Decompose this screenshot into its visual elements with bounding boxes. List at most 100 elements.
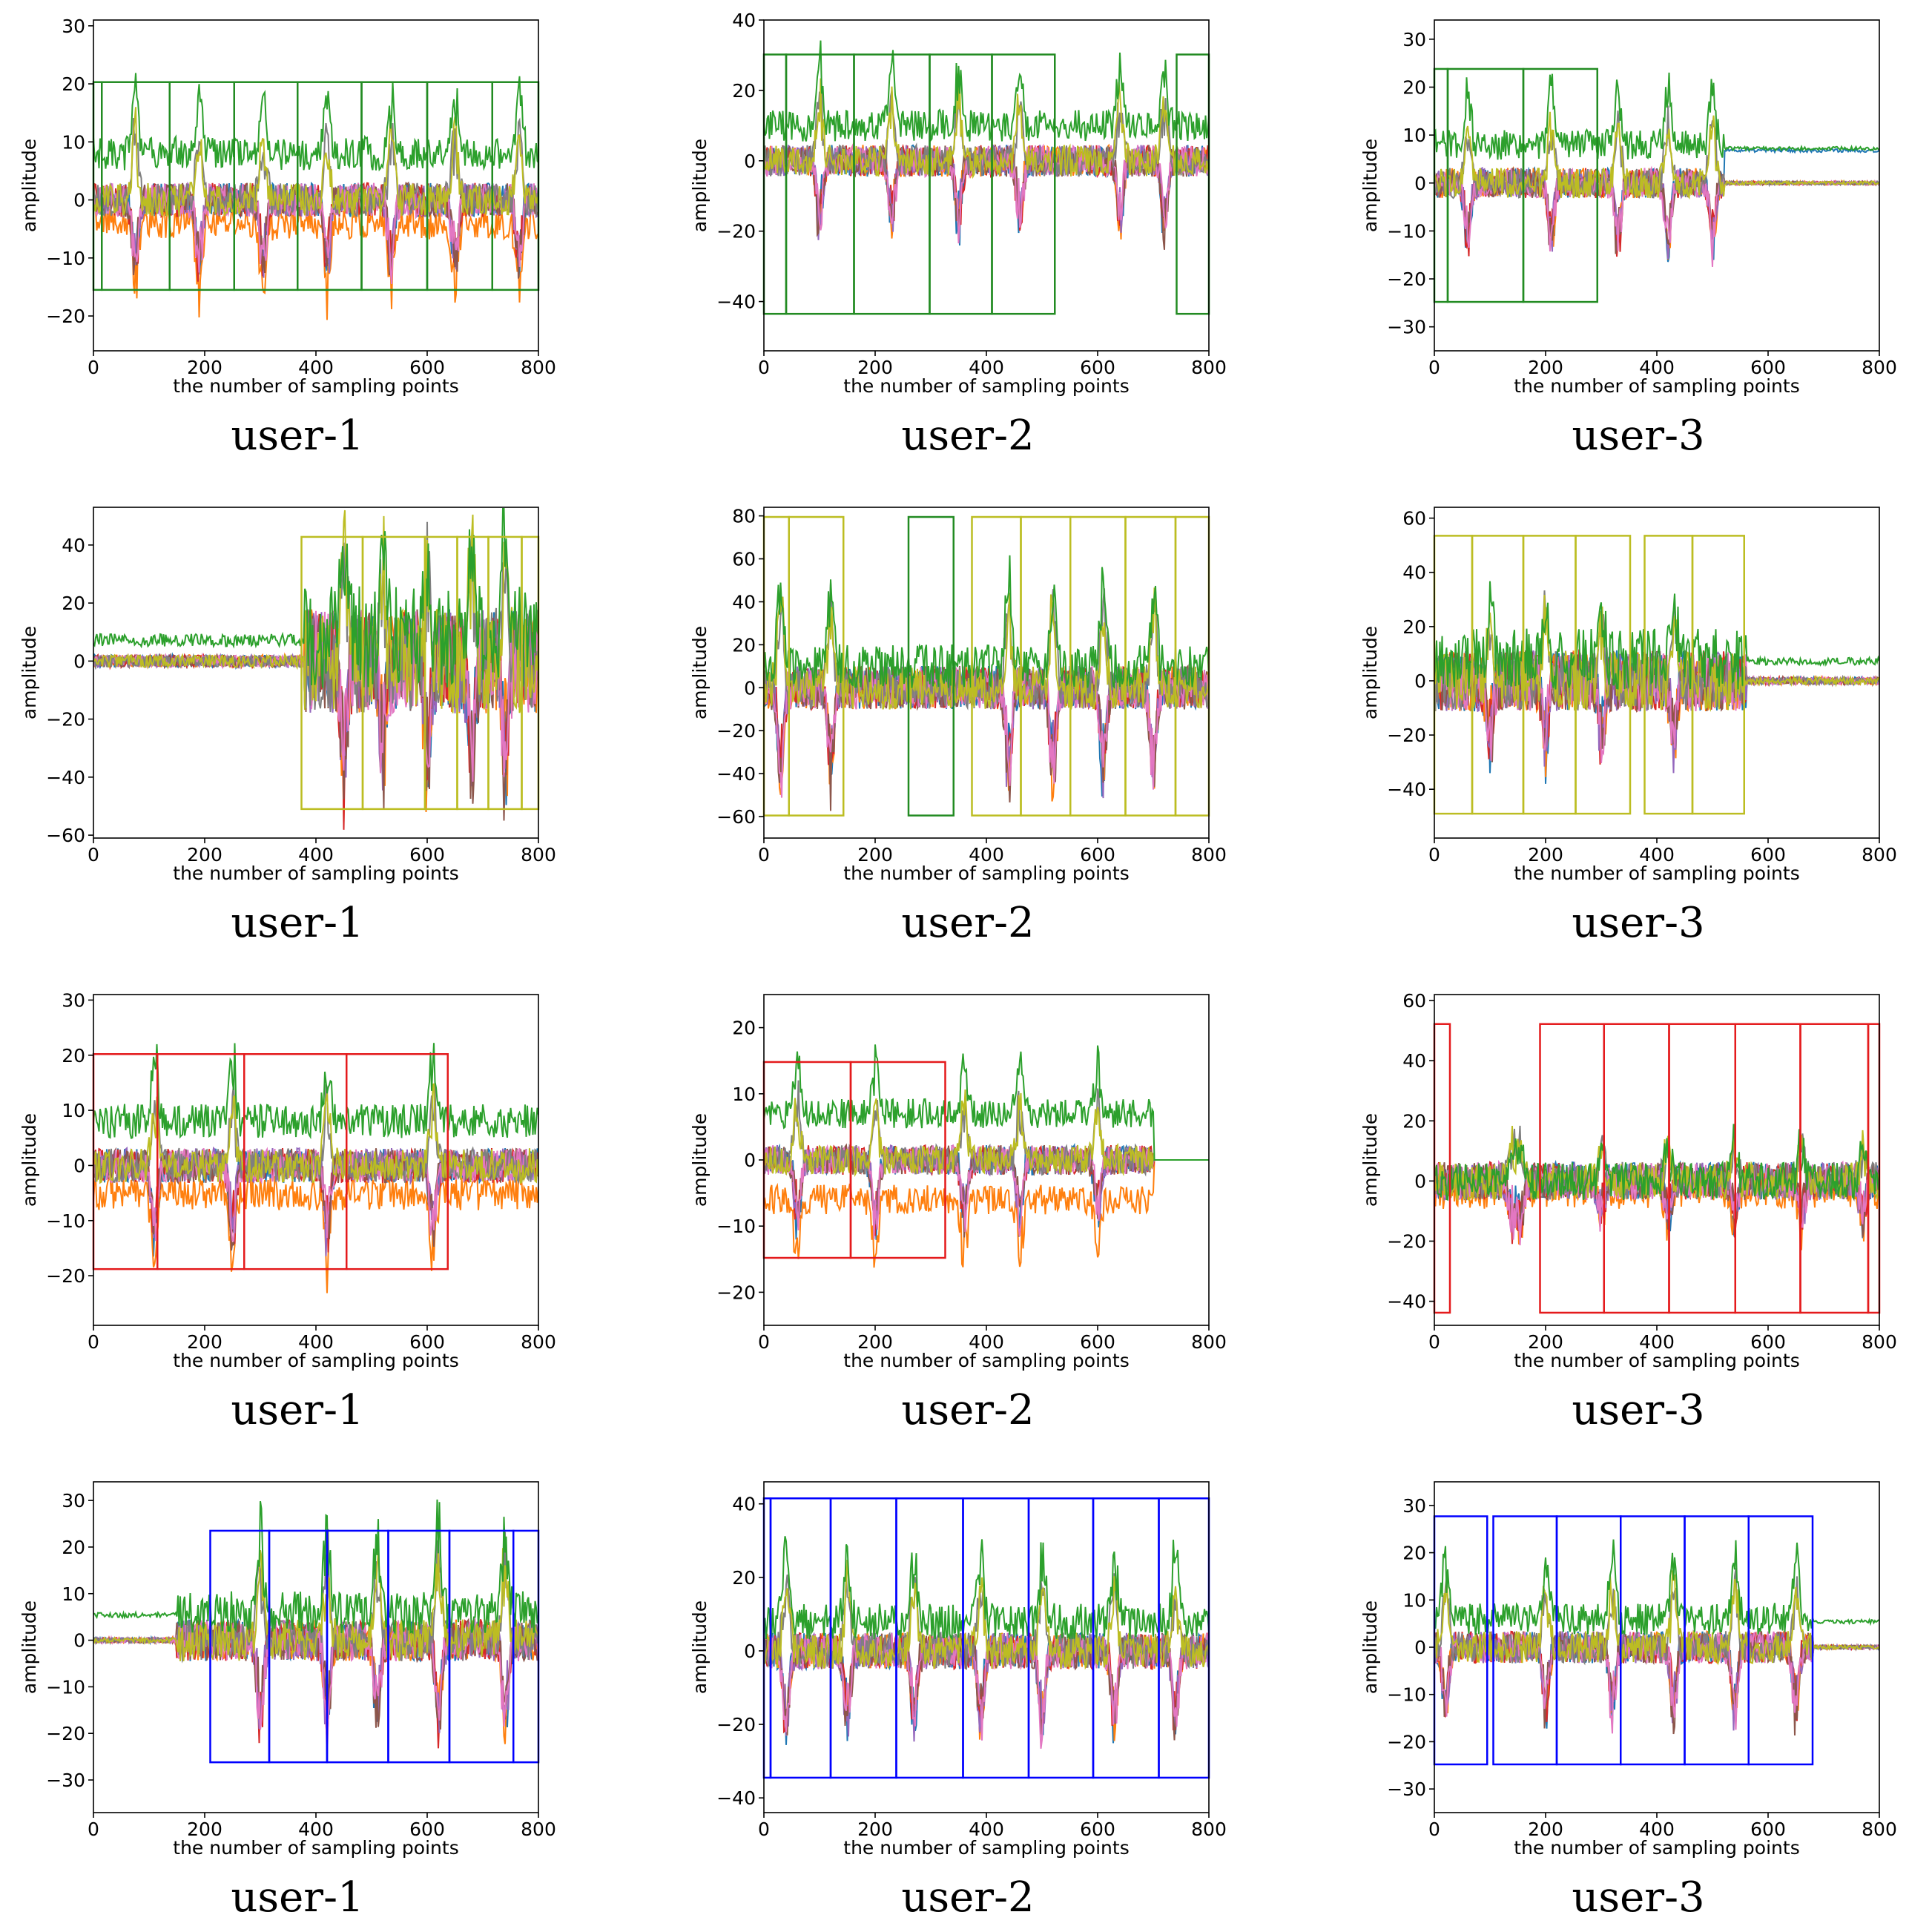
subplot-10: 0 200 400 600 800 −30 −20 −10 0 10 20 30 the number …	[19, 1481, 556, 1922]
x-tick-label: 400	[298, 1819, 334, 1840]
signal-traces	[1434, 1124, 1879, 1250]
x-tick-label: 800	[521, 1819, 556, 1840]
y-axis-label: amplitude	[689, 139, 710, 232]
subplot-12: 0 200 400 600 800 −30 −20 −10 0 10 20 30 the number …	[1359, 1481, 1897, 1922]
segment-box	[991, 53, 1056, 315]
x-tick-label: 400	[1639, 844, 1675, 866]
axes-frame	[763, 19, 1210, 352]
y-tick-label: −20	[46, 306, 85, 327]
x-tick-label: 400	[298, 357, 334, 378]
trace-channel-9	[93, 510, 538, 713]
segment-boxes	[762, 53, 1210, 315]
segment-box	[1522, 67, 1598, 303]
trace-channel-2	[764, 1159, 1209, 1268]
x-tick-label: 400	[298, 844, 334, 866]
y-tick-label: 60	[1402, 990, 1426, 1012]
x-axis-label: the number of sampling points	[1514, 375, 1799, 397]
y-axis-label: amplitude	[1359, 626, 1381, 719]
y-tick-label: −40	[1387, 779, 1426, 800]
subplot-6: 0 200 400 600 800 −40 −20 0 20 40 60 the number of …	[1359, 507, 1897, 947]
y-tick-label: 60	[1402, 508, 1426, 530]
y-tick-label: −10	[46, 248, 85, 269]
x-axis-label: the number of sampling points	[173, 863, 458, 884]
segment-box	[1691, 535, 1745, 815]
y-tick-label: 30	[1402, 1495, 1426, 1517]
x-tick-label: 200	[857, 844, 893, 866]
y-tick-label: 40	[732, 591, 756, 613]
x-tick-label: 0	[1428, 844, 1440, 866]
y-tick-label: −20	[1387, 268, 1426, 290]
x-tick-label: 600	[1080, 844, 1115, 866]
x-tick-label: 0	[758, 844, 770, 866]
signal-traces	[764, 1536, 1209, 1749]
subplot-caption: user-2	[901, 412, 1034, 460]
x-tick-label: 200	[187, 357, 222, 378]
subplot-caption: user-3	[1572, 899, 1704, 947]
x-axis-label: the number of sampling points	[843, 863, 1129, 884]
y-tick-label: 0	[1414, 173, 1426, 194]
segment-box	[762, 53, 788, 315]
y-tick-label: 0	[744, 1641, 756, 1662]
y-tick-label: −30	[1387, 317, 1426, 338]
segment-boxes	[92, 81, 540, 291]
x-tick-label: 0	[1428, 357, 1440, 378]
x-tick-label: 400	[1639, 1331, 1675, 1353]
subplot-caption: user-1	[231, 1873, 363, 1922]
subplot-caption: user-1	[231, 1386, 363, 1434]
trace-channel-9	[93, 1083, 538, 1184]
y-tick-label: −10	[716, 1216, 756, 1237]
trace-channel-8	[1434, 590, 1879, 712]
trace-channel-3	[1434, 1124, 1879, 1201]
trace-channel-8	[764, 89, 1209, 178]
y-tick-label: −20	[1387, 1230, 1426, 1252]
y-tick-label: 20	[732, 1567, 756, 1589]
x-tick-label: 400	[969, 1819, 1004, 1840]
trace-channel-3	[764, 555, 1209, 690]
x-tick-label: 400	[969, 357, 1004, 378]
subplot-3: 0 200 400 600 800 −30 −20 −10 0 10 20 30 the number …	[1359, 19, 1897, 460]
y-tick-label: 30	[62, 16, 85, 37]
subplot-caption: user-2	[901, 1873, 1034, 1922]
y-tick-label: 20	[1402, 616, 1426, 638]
x-tick-label: 0	[88, 1819, 99, 1840]
y-tick-label: −20	[1387, 1731, 1426, 1753]
y-tick-label: 40	[62, 535, 85, 556]
x-axis-label: the number of sampling points	[1514, 1350, 1799, 1371]
x-tick-label: 400	[1639, 1819, 1675, 1840]
x-tick-label: 600	[1750, 1331, 1786, 1353]
x-axis-label: the number of sampling points	[1514, 1837, 1799, 1859]
trace-channel-9	[1434, 111, 1879, 200]
x-tick-label: 0	[88, 844, 99, 866]
y-tick-label: 20	[62, 593, 85, 614]
x-tick-label: 600	[1080, 1331, 1115, 1353]
x-tick-label: 800	[1191, 1331, 1227, 1353]
signal-traces	[764, 1044, 1209, 1268]
trace-channel-9	[93, 1548, 538, 1661]
x-tick-label: 600	[409, 1331, 445, 1353]
y-axis-label: amplitude	[689, 1600, 710, 1694]
y-tick-label: −20	[716, 1282, 756, 1303]
signal-traces	[1434, 72, 1879, 267]
y-tick-label: 0	[73, 1630, 85, 1652]
y-tick-label: 10	[1402, 1589, 1426, 1611]
x-tick-label: 600	[1750, 357, 1786, 378]
trace-channel-3	[93, 508, 538, 688]
y-tick-label: 40	[1402, 562, 1426, 584]
y-tick-label: 20	[62, 1537, 85, 1558]
y-tick-label: 0	[1414, 1170, 1426, 1192]
segment-boxes	[1433, 1023, 1881, 1314]
y-tick-label: −40	[716, 763, 756, 785]
x-axis-label: the number of sampling points	[843, 1837, 1129, 1859]
y-tick-label: 0	[73, 1155, 85, 1176]
segment-box	[1174, 515, 1210, 817]
y-tick-label: −20	[1387, 725, 1426, 746]
segment-box	[346, 1053, 449, 1270]
y-tick-label: −40	[716, 1787, 756, 1809]
trace-channel-2	[93, 1175, 538, 1293]
y-tick-label: −40	[716, 291, 756, 313]
x-tick-label: 800	[1862, 357, 1897, 378]
y-axis-label: amplitude	[1359, 1113, 1381, 1207]
y-tick-label: −20	[46, 1723, 85, 1744]
x-tick-label: 600	[409, 357, 445, 378]
x-tick-label: 200	[1528, 357, 1563, 378]
